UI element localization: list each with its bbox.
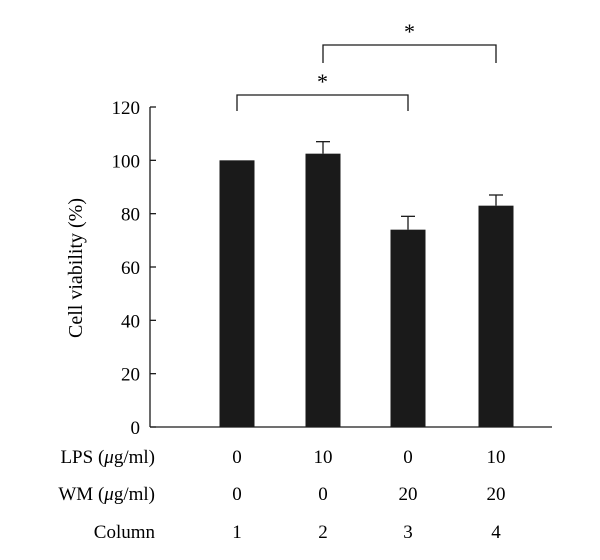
y-tick-label: 100 bbox=[112, 151, 141, 172]
bar-column-1 bbox=[219, 160, 255, 428]
y-tick-label: 80 bbox=[121, 205, 140, 226]
row-value: 2 bbox=[318, 522, 328, 543]
significance-star: * bbox=[317, 69, 328, 94]
y-axis-label: Cell viability (%) bbox=[65, 198, 87, 338]
y-tick-label: 120 bbox=[112, 98, 141, 119]
bar-column-4 bbox=[478, 205, 514, 427]
significance-bracket bbox=[236, 94, 409, 111]
row-value: 4 bbox=[491, 522, 501, 543]
bar-column-2 bbox=[305, 153, 341, 427]
bars bbox=[219, 153, 514, 428]
condition-table: LPS (μg/ml) 0 10 0 10 WM (μg/ml) 0 0 20 20 Column 1… bbox=[58, 447, 505, 543]
row-value: 0 bbox=[403, 447, 413, 468]
y-tick-label: 20 bbox=[121, 365, 140, 386]
bar-column-3 bbox=[390, 229, 426, 427]
row-label: LPS (μg/ml) bbox=[60, 447, 155, 468]
y-tick-label: 0 bbox=[131, 418, 141, 439]
error-bars bbox=[316, 141, 503, 230]
row-value: 10 bbox=[314, 447, 333, 468]
row-value: 3 bbox=[403, 522, 413, 543]
significance-bracket bbox=[322, 44, 497, 63]
row-value: 0 bbox=[232, 484, 242, 505]
row-value: 20 bbox=[487, 484, 506, 505]
significance-star: * bbox=[404, 19, 415, 44]
row-label: WM (μg/ml) bbox=[58, 484, 155, 505]
row-label: Column bbox=[94, 522, 156, 543]
row-value: 1 bbox=[232, 522, 242, 543]
row-value: 20 bbox=[399, 484, 418, 505]
significance-brackets: ** bbox=[236, 19, 497, 111]
row-value: 0 bbox=[318, 484, 328, 505]
axes: 0 20 40 60 80 100 120 bbox=[112, 98, 552, 439]
y-tick-label: 60 bbox=[121, 258, 140, 279]
row-value: 0 bbox=[232, 447, 242, 468]
row-value: 10 bbox=[487, 447, 506, 468]
y-tick-label: 40 bbox=[121, 311, 140, 332]
